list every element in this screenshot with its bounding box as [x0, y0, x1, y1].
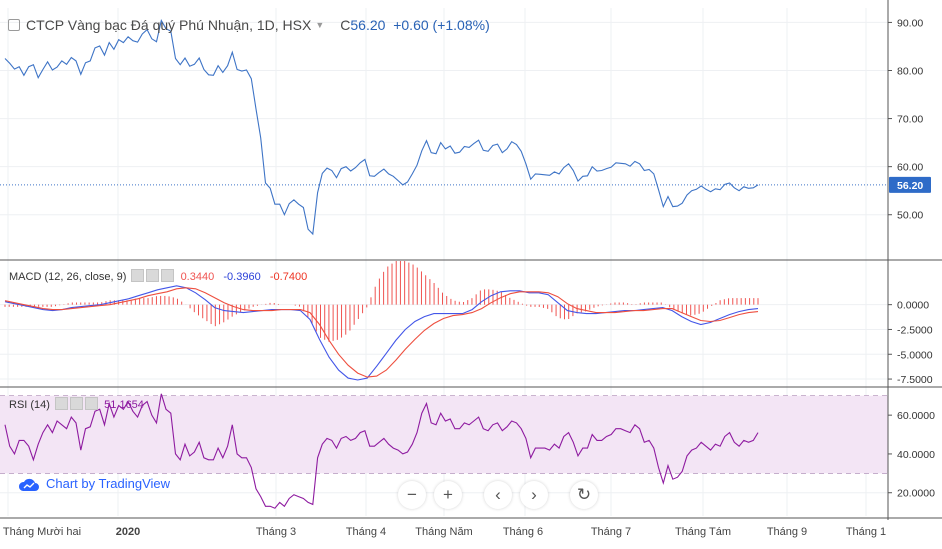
- rsi-title: RSI (14): [9, 399, 50, 411]
- last-price-tag: [889, 176, 931, 193]
- close-icon[interactable]: [161, 269, 175, 282]
- macd-histogram: [4, 261, 759, 342]
- y-axis-labels[interactable]: 90.00 80.00 70.00 60.00 50.00 0.0000 -2.5000 -5…: [888, 17, 935, 500]
- settings-icon[interactable]: [70, 397, 84, 410]
- macd-hist-value: 0.3440: [180, 271, 215, 283]
- macd-tick-label: -5.0000: [897, 349, 933, 361]
- macd-value: -0.3960: [223, 271, 261, 283]
- rsi-tick-label: 20.0000: [897, 488, 935, 500]
- x-tick-label: Tháng Tám: [675, 526, 731, 538]
- reset-chart-button[interactable]: ↻: [570, 481, 598, 509]
- close-prefix: C: [340, 17, 351, 33]
- x-tick-label: Tháng 4: [346, 526, 386, 538]
- rsi-band: [0, 395, 888, 474]
- rsi-tick-label: 40.0000: [897, 449, 935, 461]
- price-tick-label: 50.00: [897, 210, 923, 222]
- brand-label[interactable]: Chart by TradingView: [46, 476, 171, 491]
- price-tick-label: 80.00: [897, 66, 923, 78]
- macd-tick-label: 0.0000: [897, 300, 929, 312]
- x-tick-label: Tháng 7: [591, 526, 631, 538]
- x-tick-label: Tháng 9: [767, 526, 807, 538]
- price-tick-label: 60.00: [897, 162, 923, 174]
- macd-title: MACD (12, 26, close, 9): [9, 271, 127, 283]
- chevron-down-icon[interactable]: ▼: [315, 20, 325, 30]
- eye-icon[interactable]: [131, 269, 145, 282]
- x-tick-label: Tháng Mười hai: [3, 526, 81, 538]
- zoom-in-button[interactable]: +: [434, 481, 462, 509]
- macd-legend[interactable]: MACD (12, 26, close, 9) 0.3440 -0.3960 -…: [9, 269, 307, 283]
- chart-header[interactable]: CTCP Vàng bạc Đá quý Phú Nhuận, 1D, HSX ▼…: [8, 17, 490, 33]
- chart-title[interactable]: CTCP Vàng bạc Đá quý Phú Nhuận, 1D, HSX: [26, 17, 312, 33]
- pane-frames: [0, 0, 942, 520]
- signal-series-line: [4, 287, 759, 378]
- close-icon[interactable]: [85, 397, 99, 410]
- symbol-square-icon: [8, 19, 20, 31]
- close-value: 56.20: [350, 17, 386, 33]
- scroll-right-button[interactable]: ›: [520, 481, 548, 509]
- x-axis-labels[interactable]: Tháng Mười hai 2020 Tháng 3 Tháng 4 Tháng Nă…: [3, 526, 886, 538]
- price-series-line: [4, 19, 759, 236]
- rsi-tick-label: 60.0000: [897, 410, 935, 422]
- zoom-out-button[interactable]: −: [398, 481, 426, 509]
- macd-tick-label: -7.5000: [897, 374, 933, 386]
- price-tags: 56.20: [889, 176, 931, 193]
- scroll-left-button[interactable]: ‹: [484, 481, 512, 509]
- x-tick-label: Tháng 6: [503, 526, 543, 538]
- price-tick-label: 70.00: [897, 114, 923, 126]
- macd-signal-value: -0.7400: [269, 271, 308, 283]
- cloud-icon: [18, 478, 39, 491]
- x-tick-label: 2020: [116, 526, 140, 538]
- rsi-series-line: [4, 393, 759, 509]
- rsi-legend[interactable]: RSI (14) 51.1654: [9, 397, 144, 411]
- rsi-value: 51.1654: [104, 399, 144, 411]
- x-tick-label: Tháng 1: [846, 526, 886, 538]
- x-tick-label: Tháng 3: [256, 526, 296, 538]
- price-change: +0.60 (+1.08%): [393, 17, 490, 33]
- settings-icon[interactable]: [146, 269, 160, 282]
- eye-icon[interactable]: [55, 397, 69, 410]
- tradingview-brand[interactable]: Chart by TradingView: [18, 476, 170, 492]
- price-tick-label: 90.00: [897, 17, 923, 29]
- x-tick-label: Tháng Năm: [415, 526, 472, 538]
- macd-tick-label: -2.5000: [897, 324, 933, 336]
- last-price-value: 56.20: [897, 180, 923, 192]
